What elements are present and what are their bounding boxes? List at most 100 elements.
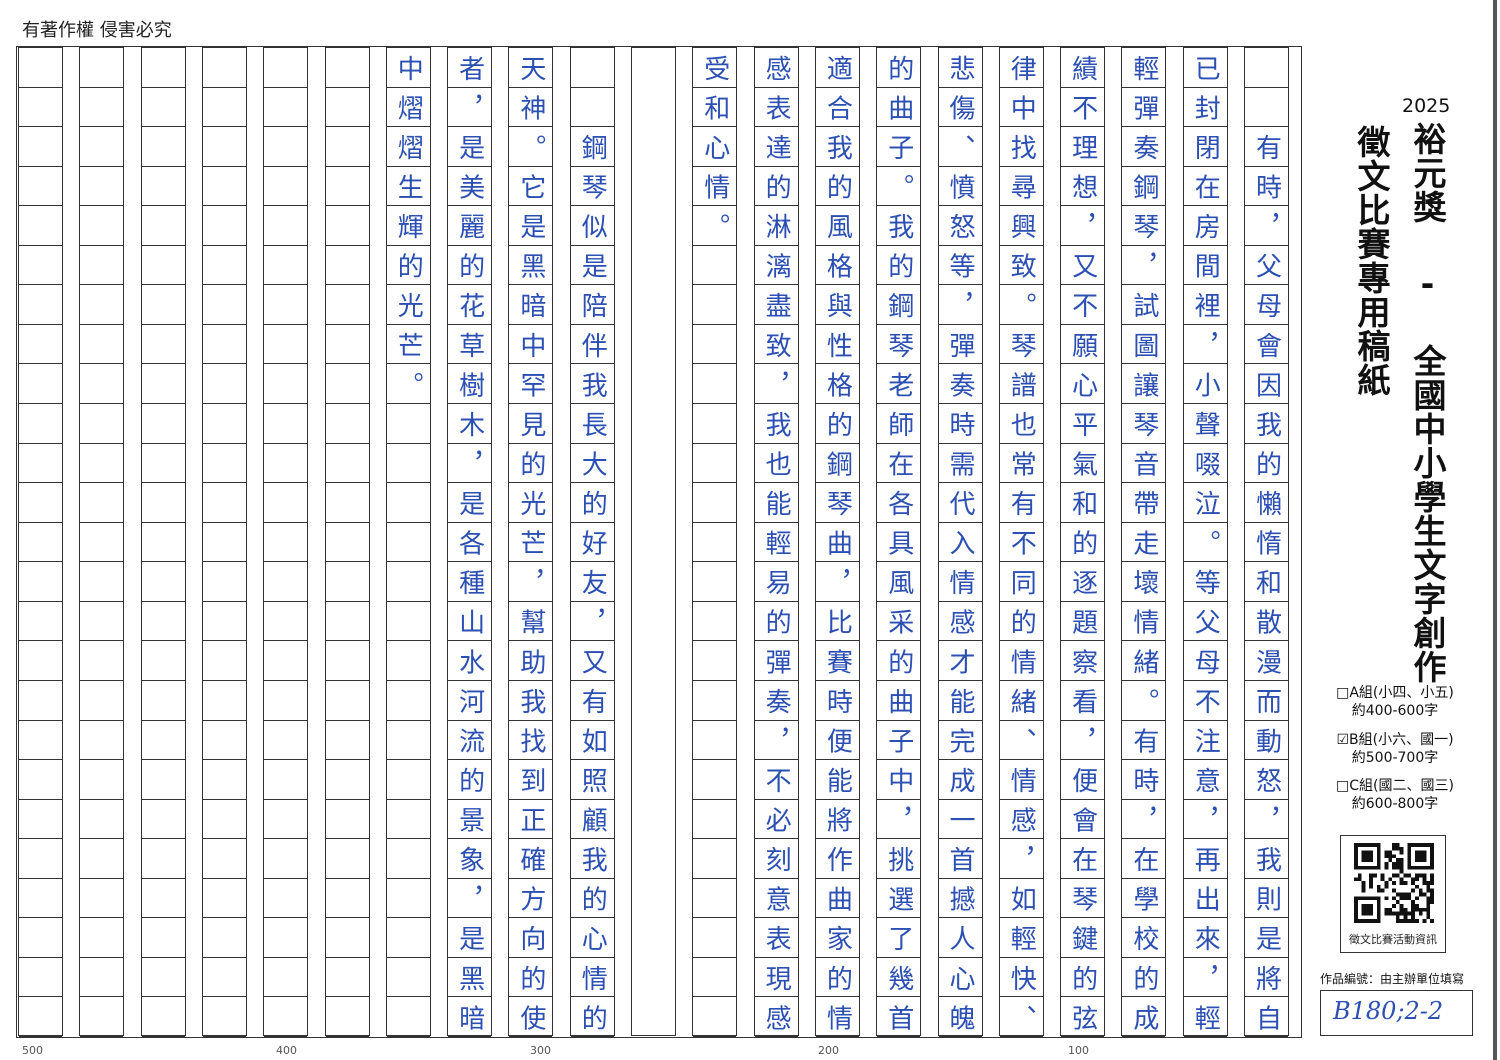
manuscript-cell <box>1061 602 1105 642</box>
manuscript-cell <box>999 246 1043 286</box>
manuscript-cell <box>264 879 308 919</box>
manuscript-cell <box>877 285 921 325</box>
manuscript-cell <box>325 206 369 246</box>
manuscript-cell <box>509 325 553 365</box>
manuscript-cell <box>570 444 614 484</box>
manuscript-cell <box>19 918 62 958</box>
manuscript-cell <box>938 879 982 919</box>
manuscript-cell <box>570 681 614 721</box>
manuscript-cell <box>1183 760 1227 800</box>
manuscript-cell <box>1183 721 1227 761</box>
manuscript-column-text <box>203 48 246 1035</box>
manuscript-cell <box>386 602 430 642</box>
ruler-mark: 100 <box>1068 1044 1089 1057</box>
manuscript-cell <box>448 602 492 642</box>
manuscript-cell <box>448 562 492 602</box>
manuscript-cell <box>264 839 308 879</box>
manuscript-column <box>201 47 247 1037</box>
manuscript-cell <box>325 404 369 444</box>
manuscript-cell <box>938 918 982 958</box>
manuscript-cell <box>448 483 492 523</box>
manuscript-cell <box>570 285 614 325</box>
manuscript-cell <box>1061 641 1105 681</box>
manuscript-cell <box>693 127 737 167</box>
manuscript-cell <box>80 404 124 444</box>
manuscript-cell <box>19 681 62 721</box>
manuscript-cell <box>19 839 62 879</box>
manuscript-cell <box>1183 127 1227 167</box>
manuscript-cell <box>80 641 124 681</box>
manuscript-cell <box>1061 523 1105 563</box>
copyright-notice: 有著作權 侵害必究 <box>22 20 172 41</box>
manuscript-cell <box>1245 641 1288 681</box>
manuscript-cell <box>877 958 921 998</box>
manuscript-column <box>324 47 370 1037</box>
manuscript-cell <box>1061 918 1105 958</box>
manuscript-column: 已封閉在房間裡，小聲啜泣。等父母不注意，再出來，輕 <box>1182 47 1228 1044</box>
manuscript-cell <box>999 444 1043 484</box>
manuscript-cell <box>509 562 553 602</box>
manuscript-column <box>631 47 676 1036</box>
manuscript-cell <box>1122 958 1166 998</box>
group-option-c[interactable]: □C組(國二、國三) 約600-800字 <box>1320 777 1470 813</box>
manuscript-cell <box>325 483 369 523</box>
group-option-b[interactable]: ☑B組(小六、國一) 約500-700字 <box>1320 731 1470 767</box>
manuscript-cell <box>448 285 492 325</box>
manuscript-cell <box>202 206 246 246</box>
manuscript-cell <box>1245 602 1288 642</box>
manuscript-column: 天神。它是黑暗中罕見的光芒，幫助我找到正確方向的使 <box>508 47 554 1044</box>
manuscript-cell <box>141 88 185 128</box>
manuscript-cell <box>754 364 798 405</box>
manuscript-column <box>140 47 186 1037</box>
manuscript-cell <box>1183 523 1227 563</box>
manuscript-cell <box>202 325 246 365</box>
manuscript-cell <box>1183 483 1227 523</box>
manuscript-cell <box>1122 285 1166 325</box>
manuscript-cell <box>1122 444 1166 484</box>
manuscript-cell <box>264 364 308 405</box>
manuscript-cell <box>570 364 614 405</box>
manuscript-cell <box>570 562 614 602</box>
manuscript-cell <box>1061 800 1105 840</box>
manuscript-cell <box>693 760 737 800</box>
manuscript-cell <box>877 681 921 721</box>
manuscript-cell <box>999 88 1043 128</box>
manuscript-cell <box>202 285 246 325</box>
manuscript-cell <box>19 800 62 840</box>
manuscript-cell <box>815 839 859 879</box>
manuscript-cell <box>141 285 185 325</box>
manuscript-cell <box>80 364 124 405</box>
manuscript-cell <box>1245 206 1288 246</box>
manuscript-cell <box>815 800 859 840</box>
manuscript-cell <box>325 997 369 1037</box>
manuscript-cell <box>19 404 62 444</box>
manuscript-column-text <box>326 48 369 1035</box>
manuscript-column-text <box>80 48 123 1035</box>
manuscript-cell <box>19 760 62 800</box>
manuscript-cell <box>754 839 798 879</box>
group-option-a[interactable]: □A組(小四、小五) 約400-600字 <box>1320 684 1470 720</box>
manuscript-cell <box>754 721 798 761</box>
manuscript-cell <box>693 958 737 998</box>
manuscript-cell <box>141 246 185 286</box>
manuscript-cell <box>19 721 62 761</box>
manuscript-cell <box>570 918 614 958</box>
manuscript-column: 適合我的風格與性格的鋼琴曲，比賽時便能將作曲家的情 <box>814 47 860 1044</box>
manuscript-cell <box>570 246 614 286</box>
manuscript-cell <box>1061 483 1105 523</box>
manuscript-cell <box>754 641 798 681</box>
manuscript-column: 受和心情。 <box>692 47 738 1037</box>
qr-code-panel[interactable]: 徵文比賽活動資訊 <box>1340 835 1446 953</box>
manuscript-cell <box>877 879 921 919</box>
manuscript-cell <box>999 958 1043 998</box>
manuscript-cell <box>19 285 62 325</box>
manuscript-cell <box>80 325 124 365</box>
manuscript-cell <box>325 364 369 405</box>
manuscript-cell <box>1061 444 1105 484</box>
manuscript-cell <box>754 325 798 365</box>
manuscript-cell <box>938 127 982 167</box>
manuscript-cell <box>815 246 859 286</box>
manuscript-cell <box>448 721 492 761</box>
manuscript-cell <box>693 800 737 840</box>
manuscript-cell <box>386 523 430 563</box>
